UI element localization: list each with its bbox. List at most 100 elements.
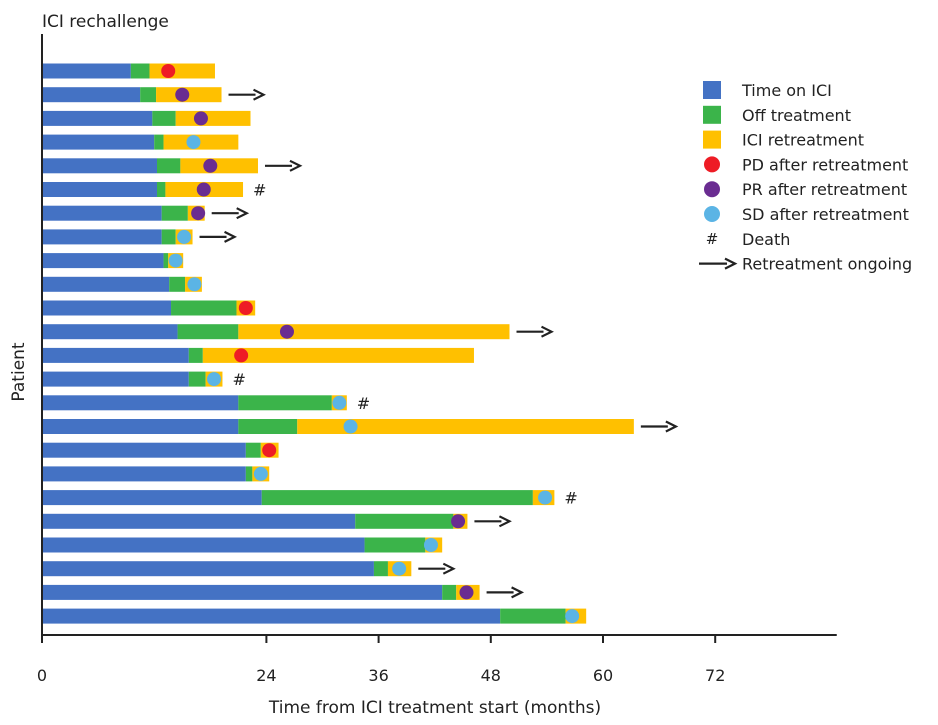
- pr-marker: [175, 87, 190, 102]
- patient-row: [42, 537, 443, 553]
- patient-row: #: [42, 489, 578, 508]
- sd-marker: [186, 135, 201, 150]
- off-treatment-bar: [154, 134, 164, 150]
- off-treatment-bar: [442, 584, 457, 600]
- legend-label: PD after retreatment: [742, 155, 908, 174]
- time-on-ici-bar: [42, 276, 170, 292]
- chart-title: ICI rechallenge: [42, 12, 169, 32]
- legend-item-off: Off treatment: [703, 105, 851, 125]
- pd-marker: [234, 348, 249, 363]
- legend-label: PR after retreatment: [742, 180, 907, 199]
- patient-row: [42, 466, 270, 482]
- ici-retreatment-bar: [297, 419, 634, 434]
- time-on-ici-bar: [42, 371, 189, 387]
- sd-marker: [168, 253, 183, 268]
- off-treatment-bar: [161, 229, 176, 245]
- time-on-ici-bar: [42, 442, 246, 458]
- time-on-ici-bar: [42, 182, 158, 197]
- patient-row: [42, 229, 237, 245]
- pr-marker: [459, 585, 474, 600]
- pr-marker: [203, 158, 218, 173]
- time-on-ici-bar: [42, 584, 443, 600]
- off-treatment-bar: [500, 608, 566, 624]
- off-treatment-bar: [177, 324, 239, 340]
- time-on-ici-bar: [42, 205, 162, 221]
- time-on-ici-bar: [42, 537, 365, 553]
- legend-item-ici: Time on ICI: [703, 81, 832, 100]
- time-on-ici-bar: [42, 513, 356, 529]
- sd-marker: [423, 538, 438, 552]
- patient-row: [42, 324, 554, 340]
- ici-retreatment-bar: [238, 324, 510, 340]
- pr-marker: [279, 324, 294, 339]
- time-on-ici-bar: [42, 253, 164, 269]
- off-treatment-bar: [161, 205, 188, 221]
- patient-row: [42, 442, 279, 458]
- retreatment-ongoing-arrow: [516, 325, 554, 338]
- death-marker: #: [232, 370, 245, 389]
- off-treatment-bar: [245, 466, 253, 482]
- off-treatment-bar: [171, 300, 237, 316]
- off-treatment-bar: [157, 158, 181, 174]
- death-marker: #: [564, 489, 577, 508]
- ici-retreatment-bar: [180, 158, 258, 174]
- sd-marker: [177, 229, 192, 244]
- patient-bars: # # # #: [42, 63, 679, 624]
- pd-marker: [238, 301, 253, 315]
- time-on-ici-bar: [42, 347, 189, 363]
- legend-item-death: # Death: [706, 230, 791, 249]
- off-treatment-bar: [238, 395, 332, 411]
- off-treatment-bar: [188, 347, 203, 363]
- legend-label: SD after retreatment: [742, 205, 909, 224]
- off-treatment-bar: [140, 87, 157, 103]
- legend-swatch: [704, 206, 720, 222]
- legend-label: Death: [742, 230, 790, 249]
- patient-row: [42, 513, 512, 529]
- legend-label: Retreatment ongoing: [742, 255, 912, 274]
- patient-row: [42, 87, 266, 103]
- legend-swatch: [703, 81, 721, 99]
- patient-row: [42, 584, 525, 600]
- off-treatment-bar: [355, 513, 454, 529]
- legend: Time on ICI Off treatment ICI retreatment P…: [699, 81, 912, 274]
- time-on-ici-bar: [42, 561, 374, 577]
- patient-row: [42, 561, 456, 577]
- off-treatment-bar: [373, 561, 388, 577]
- time-on-ici-bar: [42, 490, 262, 506]
- legend-item-sd: SD after retreatment: [704, 205, 909, 224]
- time-on-ici-bar: [42, 63, 131, 79]
- x-tick-label: 72: [705, 666, 725, 685]
- patient-row: [42, 347, 474, 363]
- off-treatment-bar: [130, 63, 150, 79]
- patient-row: [42, 608, 587, 624]
- time-on-ici-bar: [42, 324, 178, 340]
- sd-marker: [565, 609, 580, 624]
- retreatment-ongoing-arrow: [474, 515, 512, 528]
- legend-swatch: [704, 156, 720, 173]
- legend-arrow-icon: [699, 257, 738, 270]
- sd-marker: [538, 490, 553, 505]
- off-treatment-bar: [157, 182, 166, 197]
- patient-row: [42, 63, 215, 79]
- patient-row: [42, 419, 679, 434]
- off-treatment-bar: [245, 442, 261, 458]
- patient-row: [42, 134, 239, 150]
- time-on-ici-bar: [42, 158, 158, 174]
- retreatment-ongoing-arrow: [418, 562, 456, 575]
- retreatment-ongoing-arrow: [264, 159, 303, 172]
- pr-marker: [196, 182, 211, 197]
- sd-marker: [187, 277, 202, 292]
- pd-marker: [161, 64, 176, 78]
- x-tick-label: 0: [37, 666, 47, 685]
- retreatment-ongoing-arrow: [486, 586, 525, 599]
- x-axis-label: Time from ICI treatment start (months): [268, 698, 601, 718]
- sd-marker: [207, 372, 222, 387]
- pr-marker: [191, 206, 206, 221]
- legend-swatch: [703, 105, 721, 124]
- time-on-ici-bar: [42, 87, 141, 103]
- time-on-ici-bar: [42, 229, 162, 245]
- time-on-ici-bar: [42, 110, 153, 126]
- legend-swatch: [703, 130, 721, 149]
- time-on-ici-bar: [42, 395, 239, 411]
- x-tick-label: 36: [368, 666, 388, 685]
